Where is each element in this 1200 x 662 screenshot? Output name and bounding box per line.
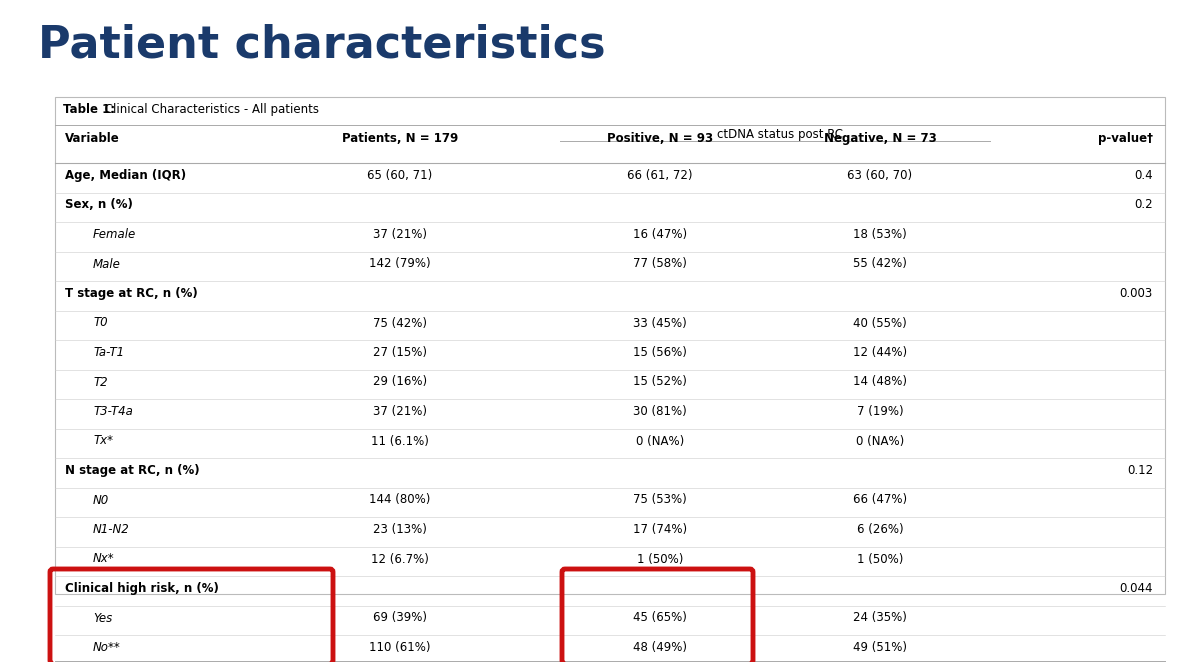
Text: 23 (13%): 23 (13%) (373, 523, 427, 536)
Text: 0.003: 0.003 (1120, 287, 1153, 300)
Text: 48 (49%): 48 (49%) (634, 641, 686, 654)
Text: 0.2: 0.2 (1134, 199, 1153, 211)
Text: T3-T4a: T3-T4a (94, 405, 133, 418)
Text: 11 (6.1%): 11 (6.1%) (371, 434, 428, 448)
Text: 1 (50%): 1 (50%) (637, 553, 683, 565)
Text: N stage at RC, n (%): N stage at RC, n (%) (65, 464, 199, 477)
Text: 33 (45%): 33 (45%) (634, 316, 686, 330)
Text: 45 (65%): 45 (65%) (634, 612, 686, 624)
Text: 77 (58%): 77 (58%) (634, 258, 686, 271)
Text: Tx*: Tx* (94, 434, 113, 448)
Text: 75 (42%): 75 (42%) (373, 316, 427, 330)
Text: 12 (44%): 12 (44%) (853, 346, 907, 359)
Text: 24 (35%): 24 (35%) (853, 612, 907, 624)
Text: 0.12: 0.12 (1127, 464, 1153, 477)
Text: 29 (16%): 29 (16%) (373, 375, 427, 389)
Text: 30 (81%): 30 (81%) (634, 405, 686, 418)
Text: 0.044: 0.044 (1120, 582, 1153, 595)
Text: 66 (47%): 66 (47%) (853, 493, 907, 506)
Text: 6 (26%): 6 (26%) (857, 523, 904, 536)
Text: 0 (NA%): 0 (NA%) (856, 434, 904, 448)
Bar (55, 97, 1165, 594)
Text: 15 (52%): 15 (52%) (634, 375, 686, 389)
Text: 14 (48%): 14 (48%) (853, 375, 907, 389)
Text: T2: T2 (94, 375, 108, 389)
Text: 18 (53%): 18 (53%) (853, 228, 907, 241)
Text: Patient characteristics: Patient characteristics (38, 24, 606, 67)
Text: 37 (21%): 37 (21%) (373, 228, 427, 241)
Text: Positive, N = 93: Positive, N = 93 (607, 132, 713, 145)
Text: Patients, N = 179: Patients, N = 179 (342, 132, 458, 145)
Text: Clinical high risk, n (%): Clinical high risk, n (%) (65, 582, 218, 595)
Text: 144 (80%): 144 (80%) (370, 493, 431, 506)
Text: N0: N0 (94, 493, 109, 506)
Text: 142 (79%): 142 (79%) (370, 258, 431, 271)
Text: 1 (50%): 1 (50%) (857, 553, 904, 565)
Text: 37 (21%): 37 (21%) (373, 405, 427, 418)
Text: Negative, N = 73: Negative, N = 73 (823, 132, 936, 145)
Text: Variable: Variable (65, 132, 120, 145)
Text: 12 (6.7%): 12 (6.7%) (371, 553, 428, 565)
Text: 55 (42%): 55 (42%) (853, 258, 907, 271)
Text: 0.4: 0.4 (1134, 169, 1153, 182)
Text: 49 (51%): 49 (51%) (853, 641, 907, 654)
Text: 15 (56%): 15 (56%) (634, 346, 686, 359)
Text: Yes: Yes (94, 612, 113, 624)
Text: 0 (NA%): 0 (NA%) (636, 434, 684, 448)
Text: ctDNA status post RC: ctDNA status post RC (718, 128, 842, 141)
Text: 16 (47%): 16 (47%) (632, 228, 688, 241)
Text: 17 (74%): 17 (74%) (632, 523, 688, 536)
Text: T stage at RC, n (%): T stage at RC, n (%) (65, 287, 198, 300)
Text: p-value†: p-value† (1098, 132, 1153, 145)
Text: 63 (60, 70): 63 (60, 70) (847, 169, 912, 182)
Text: N1-N2: N1-N2 (94, 523, 130, 536)
Text: 110 (61%): 110 (61%) (370, 641, 431, 654)
Text: Male: Male (94, 258, 121, 271)
Text: No**: No** (94, 641, 121, 654)
Text: Age, Median (IQR): Age, Median (IQR) (65, 169, 186, 182)
Text: 7 (19%): 7 (19%) (857, 405, 904, 418)
Text: 40 (55%): 40 (55%) (853, 316, 907, 330)
Text: 27 (15%): 27 (15%) (373, 346, 427, 359)
Text: Ta-T1: Ta-T1 (94, 346, 124, 359)
Text: Sex, n (%): Sex, n (%) (65, 199, 133, 211)
Text: 65 (60, 71): 65 (60, 71) (367, 169, 433, 182)
Text: Table 1:: Table 1: (64, 103, 115, 116)
Text: Clinical Characteristics - All patients: Clinical Characteristics - All patients (101, 103, 319, 116)
Text: Nx*: Nx* (94, 553, 115, 565)
Text: Female: Female (94, 228, 137, 241)
Text: T0: T0 (94, 316, 108, 330)
Text: 69 (39%): 69 (39%) (373, 612, 427, 624)
Text: 66 (61, 72): 66 (61, 72) (628, 169, 692, 182)
Text: 75 (53%): 75 (53%) (634, 493, 686, 506)
